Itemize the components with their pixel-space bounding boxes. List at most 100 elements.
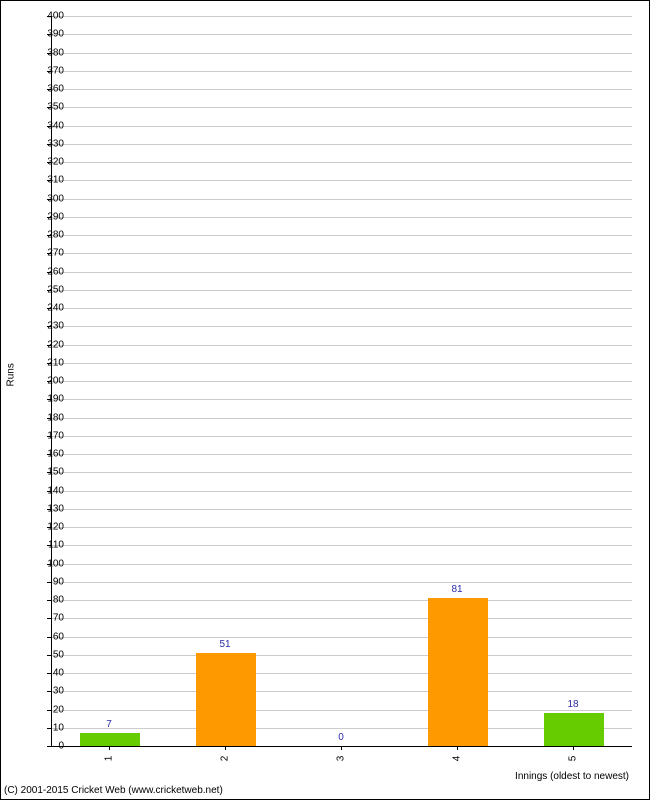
gridline	[52, 71, 632, 72]
y-tick-mark	[47, 272, 51, 273]
gridline	[52, 509, 632, 510]
y-tick-mark	[47, 107, 51, 108]
x-axis-label: Innings (oldest to newest)	[515, 771, 629, 782]
gridline	[52, 618, 632, 619]
bar-value-label: 81	[451, 584, 462, 595]
gridline	[52, 637, 632, 638]
x-tick-mark	[573, 746, 574, 750]
gridline	[52, 600, 632, 601]
gridline	[52, 673, 632, 674]
gridline	[52, 16, 632, 17]
x-tick-label: 1	[103, 756, 114, 762]
gridline	[52, 107, 632, 108]
y-tick-mark	[47, 144, 51, 145]
y-tick-mark	[47, 326, 51, 327]
y-tick-mark	[47, 399, 51, 400]
gridline	[52, 418, 632, 419]
y-tick-mark	[47, 180, 51, 181]
y-tick-mark	[47, 363, 51, 364]
y-tick-mark	[47, 235, 51, 236]
bar	[80, 733, 140, 746]
y-tick-mark	[47, 637, 51, 638]
gridline	[52, 162, 632, 163]
x-tick-label: 4	[451, 756, 462, 762]
gridline	[52, 454, 632, 455]
y-tick-mark	[47, 454, 51, 455]
y-tick-mark	[47, 582, 51, 583]
y-tick-mark	[47, 16, 51, 17]
y-tick-mark	[47, 472, 51, 473]
gridline	[52, 253, 632, 254]
gridline	[52, 290, 632, 291]
y-tick-mark	[47, 290, 51, 291]
y-tick-mark	[47, 436, 51, 437]
y-tick-mark	[47, 217, 51, 218]
y-tick-mark	[47, 710, 51, 711]
y-tick-mark	[47, 746, 51, 747]
bar-value-label: 18	[567, 699, 578, 710]
y-tick-mark	[47, 691, 51, 692]
y-tick-mark	[47, 34, 51, 35]
y-tick-mark	[47, 308, 51, 309]
copyright-text: (C) 2001-2015 Cricket Web (www.cricketwe…	[4, 785, 223, 796]
gridline	[52, 89, 632, 90]
y-tick-mark	[47, 345, 51, 346]
y-tick-mark	[47, 126, 51, 127]
y-tick-mark	[47, 545, 51, 546]
x-tick-mark	[341, 746, 342, 750]
gridline	[52, 655, 632, 656]
gridline	[52, 199, 632, 200]
x-tick-label: 2	[219, 756, 230, 762]
gridline	[52, 436, 632, 437]
gridline	[52, 272, 632, 273]
y-tick-mark	[47, 53, 51, 54]
gridline	[52, 345, 632, 346]
gridline	[52, 34, 632, 35]
gridline	[52, 527, 632, 528]
chart-container: Runs Innings (oldest to newest) (C) 2001…	[0, 0, 650, 800]
y-tick-mark	[47, 618, 51, 619]
x-tick-mark	[457, 746, 458, 750]
x-tick-mark	[109, 746, 110, 750]
y-tick-mark	[47, 162, 51, 163]
gridline	[52, 217, 632, 218]
gridline	[52, 53, 632, 54]
gridline	[52, 180, 632, 181]
gridline	[52, 491, 632, 492]
y-tick-mark	[47, 527, 51, 528]
gridline	[52, 126, 632, 127]
x-tick-label: 3	[335, 756, 346, 762]
y-tick-mark	[47, 71, 51, 72]
y-tick-mark	[47, 655, 51, 656]
bar	[196, 653, 256, 746]
y-tick-mark	[47, 509, 51, 510]
bar-value-label: 0	[338, 732, 344, 743]
gridline	[52, 308, 632, 309]
gridline	[52, 582, 632, 583]
y-tick-mark	[47, 199, 51, 200]
gridline	[52, 545, 632, 546]
y-axis-label: Runs	[6, 363, 17, 386]
gridline	[52, 472, 632, 473]
gridline	[52, 144, 632, 145]
y-tick-mark	[47, 89, 51, 90]
bar	[544, 713, 604, 746]
y-tick-mark	[47, 600, 51, 601]
plot-area	[51, 16, 632, 747]
bar	[428, 598, 488, 746]
gridline	[52, 363, 632, 364]
gridline	[52, 691, 632, 692]
y-tick-mark	[47, 381, 51, 382]
x-tick-mark	[225, 746, 226, 750]
y-tick-mark	[47, 564, 51, 565]
y-tick-mark	[47, 253, 51, 254]
y-tick-mark	[47, 673, 51, 674]
x-tick-label: 5	[567, 756, 578, 762]
bar-value-label: 51	[219, 639, 230, 650]
bar-value-label: 7	[106, 719, 112, 730]
y-tick-mark	[47, 728, 51, 729]
y-tick-mark	[47, 491, 51, 492]
gridline	[52, 399, 632, 400]
gridline	[52, 710, 632, 711]
gridline	[52, 326, 632, 327]
